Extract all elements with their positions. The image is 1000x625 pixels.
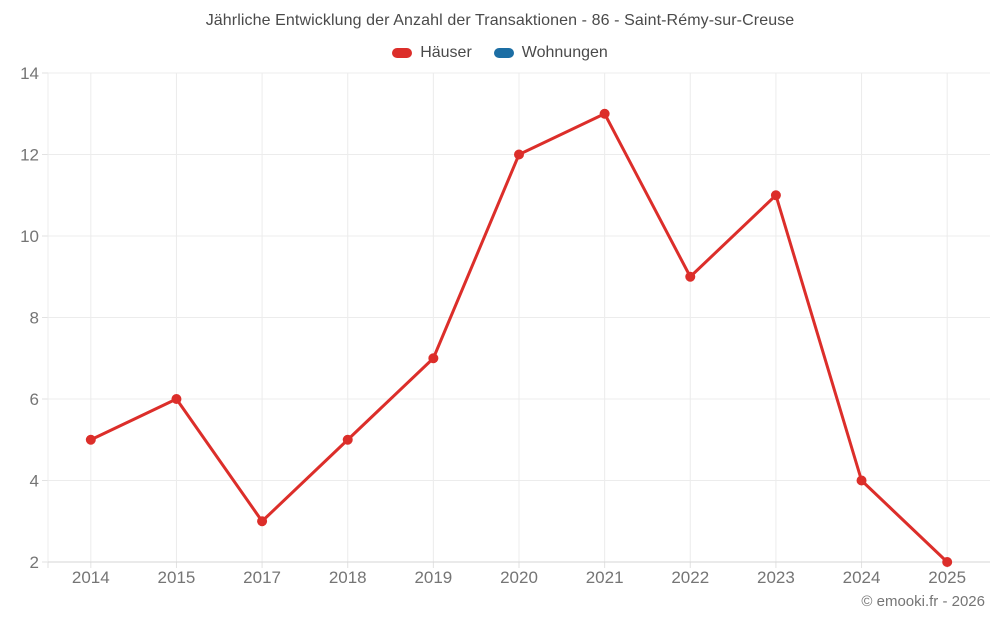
data-point-2025[interactable] [942,557,953,567]
chart-title: Jährliche Entwicklung der Anzahl der Tra… [205,12,795,29]
y-axis-tick-label: 10 [20,227,39,246]
data-point-2024[interactable] [856,475,867,486]
data-point-2020[interactable] [514,149,524,160]
data-point-2023[interactable] [770,190,781,201]
copyright-text: © emooki.fr - 2026 [861,593,985,610]
x-axis-tick-label: 2021 [586,568,624,587]
x-axis-tick-label: 2017 [243,568,281,587]
x-axis-tick-label: 2015 [158,568,196,587]
x-axis-tick-label: 2018 [329,568,367,587]
y-axis-tick-label: 2 [30,553,39,572]
x-axis-tick-label: 2014 [72,568,110,587]
y-axis-tick-label: 14 [20,64,39,83]
x-axis-tick-label: 2022 [671,568,709,587]
x-axis-tick-label: 2025 [928,568,966,587]
y-axis-tick-label: 6 [30,390,39,409]
x-axis-tick-label: 2024 [843,568,881,587]
data-point-2021[interactable] [599,108,610,119]
data-point-2017[interactable] [257,516,268,527]
hauser-series-swatch-icon [392,48,413,58]
data-point-2015[interactable] [171,394,182,404]
data-point-2018[interactable] [342,434,353,445]
x-axis-tick-label: 2023 [757,568,795,587]
chart-legend: Häuser Wohnungen [0,44,1000,62]
wohnungen-series-swatch-icon [493,48,514,58]
legend-label-wohnungen: Wohnungen [521,44,608,61]
data-point-2022[interactable] [685,271,696,282]
legend-label-hauser: Häuser [420,44,472,61]
y-axis-tick-label: 8 [30,309,39,328]
x-axis-tick-label: 2019 [414,568,452,587]
legend-item-hauser[interactable]: Häuser [392,44,472,62]
y-axis-tick-label: 4 [30,472,39,491]
data-point-2019[interactable] [428,353,439,364]
x-axis-tick-label: 2020 [500,568,538,587]
legend-item-wohnungen[interactable]: Wohnungen [493,44,608,62]
y-axis-tick-label: 12 [20,146,39,165]
data-point-2014[interactable] [85,434,96,445]
